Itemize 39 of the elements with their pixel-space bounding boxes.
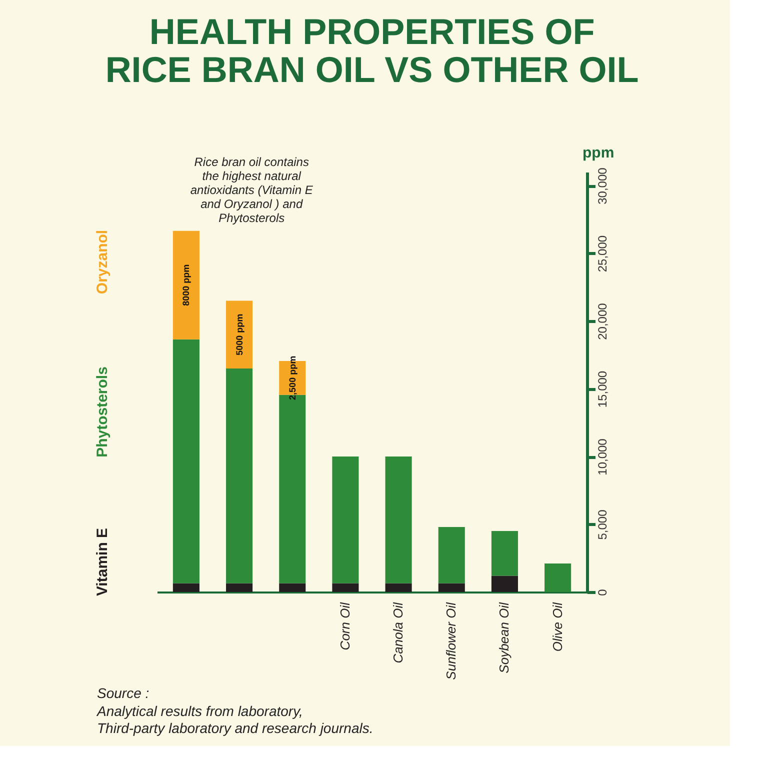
y-tick-label: 25,000	[596, 235, 610, 272]
x-tick-label: Canola Oil	[390, 601, 406, 664]
bar	[385, 456, 412, 584]
chart-title: HEALTH PROPERTIES OF RICE BRAN OIL VS OTHER OIL	[105, 11, 639, 90]
annotation: Rice bran oil contains the highest natural antioxidants (Vitamin E and Oryzanol ) and Phytosterols	[190, 155, 314, 225]
source-note: Source :	[97, 685, 150, 701]
x-tick-label: Corn Oil	[337, 601, 352, 650]
y-tick-label: 20,000	[596, 302, 610, 340]
bar	[172, 230, 200, 340]
bar	[332, 456, 359, 584]
y-tick-label: 30,000	[596, 167, 610, 204]
y-tick-label: 15,000	[596, 370, 610, 408]
bar	[332, 583, 359, 592]
x-tick-label: Sunflower Oil	[444, 601, 459, 680]
x-tick-label: Soybean Oil	[496, 601, 512, 674]
data-label: 5000 ppm	[234, 314, 244, 356]
bar	[226, 368, 253, 584]
bar	[172, 339, 200, 584]
data-label: 2,500 ppm	[287, 356, 298, 400]
x-tick-label: Olive Oil	[550, 601, 565, 652]
bar	[544, 564, 572, 592]
text: Analytical results from laboratory, Third-party laboratory and research journals.	[96, 703, 374, 736]
y-axis-title: ppm	[582, 144, 614, 162]
bar	[172, 583, 200, 592]
bar	[226, 583, 253, 592]
bar	[226, 300, 253, 368]
bar	[491, 531, 518, 576]
y-tick-label: 5,000	[596, 509, 610, 540]
text: Oryzanol	[94, 230, 111, 294]
y-tick-label: 10,000	[596, 438, 610, 476]
data-label: 8000 ppm	[181, 264, 192, 306]
bar	[491, 576, 518, 592]
bar	[438, 583, 465, 592]
text: Phytosterols	[94, 366, 111, 458]
bar	[385, 583, 412, 592]
bar	[279, 583, 306, 592]
y-tick-label: 0	[596, 588, 610, 596]
bar	[438, 526, 465, 584]
text: Vitamin E	[94, 528, 111, 596]
